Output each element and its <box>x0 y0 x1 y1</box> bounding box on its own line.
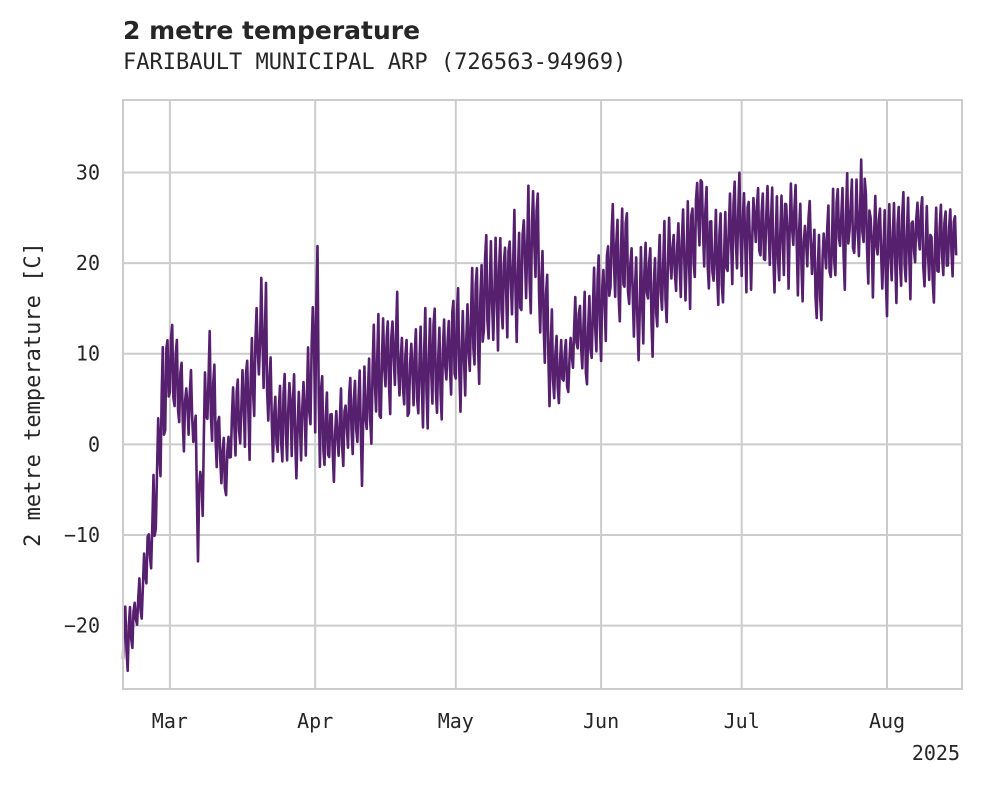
y-tick-label: −10 <box>64 523 100 547</box>
series-group <box>121 158 958 673</box>
year-label: 2025 <box>912 741 960 765</box>
x-tick-label: Mar <box>152 709 188 733</box>
plot-frame <box>122 99 963 690</box>
y-tick-label: 20 <box>76 251 100 275</box>
x-tick-label: Jun <box>583 709 619 733</box>
x-tick-label: Jul <box>724 709 760 733</box>
chart-title: 2 metre temperature <box>123 16 421 45</box>
temperature-series-line <box>121 158 958 673</box>
x-tick-label: Apr <box>297 709 333 733</box>
y-tick-label: 10 <box>76 342 100 366</box>
chart-subtitle: FARIBAULT MUNICIPAL ARP (726563-94969) <box>123 50 627 75</box>
tick-labels: −20 −10 0 10 20 30 Mar Apr May Jun Jul Aug <box>64 160 905 733</box>
y-axis-label: 2 metre temperature [C] <box>21 242 46 547</box>
y-tick-label: −20 <box>64 614 100 638</box>
y-tick-label: 0 <box>88 432 100 456</box>
y-tick-label: 30 <box>76 160 100 184</box>
x-tick-label: May <box>438 709 474 733</box>
x-tick-label: Aug <box>869 709 905 733</box>
